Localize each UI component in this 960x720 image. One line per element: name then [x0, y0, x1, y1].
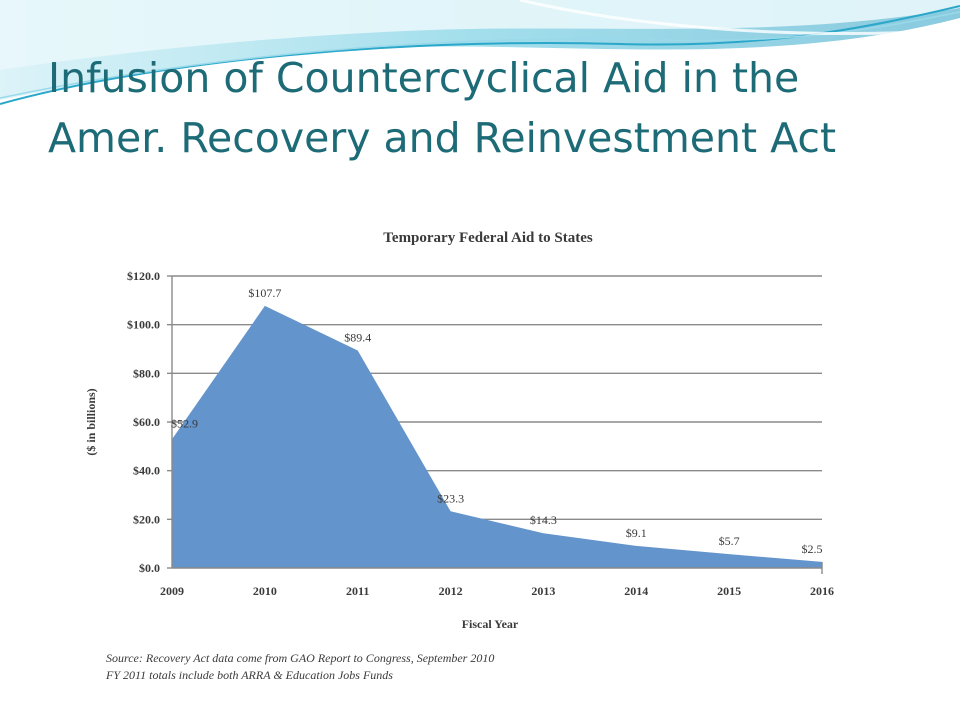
x-axis-label: Fiscal Year — [462, 617, 519, 631]
y-tick-label-6: $120.0 — [127, 269, 160, 283]
x-tick-label-2015: 2015 — [717, 584, 741, 598]
data-label-2014: $9.1 — [626, 526, 647, 540]
decorative-wave-banner — [0, 0, 960, 105]
aid-area-series — [172, 305, 822, 568]
source-note-line-1: Source: Recovery Act data come from GAO … — [106, 651, 494, 665]
data-label-2009: $52.9 — [171, 416, 198, 430]
x-tick-labels: 2009 2010 2011 2012 2013 2014 2015 2016 — [160, 584, 834, 598]
y-tick-label-3: $60.0 — [133, 415, 160, 429]
data-label-2015: $5.7 — [719, 534, 740, 548]
aid-area-chart: Temporary Federal Aid to States $0.0 $20.… — [84, 230, 834, 682]
slide-title: Infusion of Countercyclical Aid in the A… — [48, 48, 928, 168]
data-label-2016: $2.5 — [802, 542, 823, 556]
data-label-2011: $89.4 — [344, 330, 371, 344]
data-labels: $52.9 $107.7 $89.4 $23.3 $14.3 $9.1 $5.7 $2.5 — [171, 286, 823, 556]
slide-title-line-2: Amer. Recovery and Reinvestment Act — [48, 114, 837, 162]
data-label-2012: $23.3 — [437, 491, 464, 505]
x-tick-label-2010: 2010 — [253, 584, 277, 598]
x-tick-label-2016: 2016 — [810, 584, 834, 598]
slide-title-line-1: Infusion of Countercyclical Aid in the — [48, 54, 800, 102]
source-note-line-2: FY 2011 totals include both ARRA & Educa… — [105, 668, 393, 682]
x-tick-label-2011: 2011 — [346, 584, 369, 598]
chart-title: Temporary Federal Aid to States — [383, 230, 593, 246]
y-axis-label: ($ in billions) — [84, 388, 98, 455]
y-tick-labels: $0.0 $20.0 $40.0 $60.0 $80.0 $100.0 $120.0 — [127, 269, 172, 575]
x-tick-label-2012: 2012 — [439, 584, 463, 598]
y-tick-label-4: $80.0 — [133, 366, 160, 380]
y-tick-label-5: $100.0 — [127, 318, 160, 332]
y-tick-label-1: $20.0 — [133, 512, 160, 526]
x-tick-label-2009: 2009 — [160, 584, 184, 598]
data-label-2013: $14.3 — [530, 513, 557, 527]
x-tick-label-2014: 2014 — [624, 584, 648, 598]
y-tick-label-0: $0.0 — [139, 561, 160, 575]
data-label-2010: $107.7 — [248, 286, 281, 300]
y-tick-label-2: $40.0 — [133, 464, 160, 478]
x-tick-label-2013: 2013 — [531, 584, 555, 598]
